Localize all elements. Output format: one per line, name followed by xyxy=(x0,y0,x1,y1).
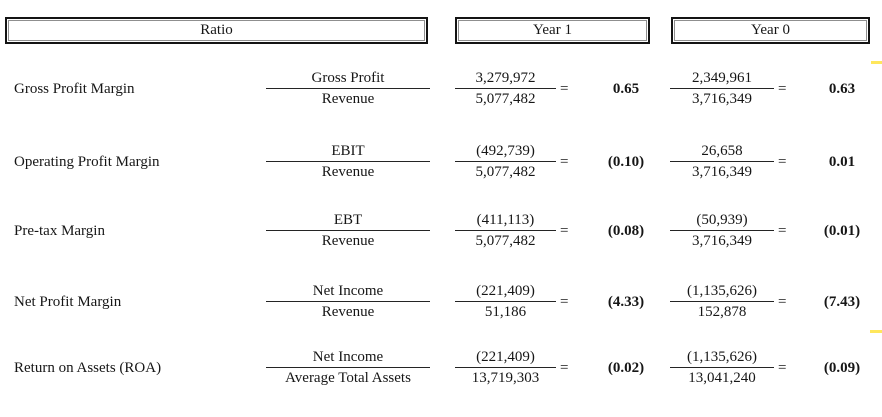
year1-denominator: 5,077,482 xyxy=(475,233,536,249)
year0-result: (0.01) xyxy=(823,223,861,239)
year1-numerator: (411,113) xyxy=(455,211,556,231)
year1-result: (0.10) xyxy=(607,154,645,170)
ratio-row: Return on Assets (ROA) Net Income Averag… xyxy=(0,348,882,388)
year0-numerator: 26,658 xyxy=(670,142,774,162)
formula-fraction: Net Income Average Total Assets xyxy=(266,348,430,387)
formula-denominator: Revenue xyxy=(321,164,375,180)
equals-sign: = xyxy=(778,223,787,239)
equals-sign: = xyxy=(560,294,569,310)
year1-header-label: Year 1 xyxy=(533,22,572,38)
year1-numerator: (221,409) xyxy=(455,282,556,302)
year1-numerator: 3,279,972 xyxy=(455,69,556,89)
year0-result: 0.01 xyxy=(828,154,856,170)
year1-fraction: (221,409) 13,719,303 xyxy=(455,348,556,387)
year0-fraction: 2,349,961 3,716,349 xyxy=(670,69,774,108)
ratio-name: Pre-tax Margin xyxy=(14,223,105,239)
formula-numerator: EBT xyxy=(266,211,430,231)
yellow-highlight-mark xyxy=(870,330,882,333)
year1-header-box: Year 1 xyxy=(455,17,650,44)
ratio-row: Pre-tax Margin EBT Revenue (411,113) 5,0… xyxy=(0,211,882,251)
yellow-highlight-mark xyxy=(871,61,882,64)
year0-denominator: 3,716,349 xyxy=(692,164,752,180)
ratio-name: Gross Profit Margin xyxy=(14,81,135,97)
equals-sign: = xyxy=(778,294,787,310)
year0-fraction: 26,658 3,716,349 xyxy=(670,142,774,181)
formula-fraction: Gross Profit Revenue xyxy=(266,69,430,108)
formula-fraction: Net Income Revenue xyxy=(266,282,430,321)
year1-result: 0.65 xyxy=(612,81,640,97)
year1-fraction: (221,409) 51,186 xyxy=(455,282,556,321)
equals-sign: = xyxy=(560,154,569,170)
equals-sign: = xyxy=(560,81,569,97)
formula-numerator: Gross Profit xyxy=(266,69,430,89)
ratio-row: Net Profit Margin Net Income Revenue (22… xyxy=(0,282,882,322)
formula-denominator: Revenue xyxy=(321,304,375,320)
formula-denominator: Average Total Assets xyxy=(285,370,411,386)
ratio-name: Operating Profit Margin xyxy=(14,154,160,170)
year1-result: (0.08) xyxy=(607,223,645,239)
formula-denominator: Revenue xyxy=(321,233,375,249)
ratio-name: Net Profit Margin xyxy=(14,294,122,310)
year1-fraction: (492,739) 5,077,482 xyxy=(455,142,556,181)
year0-denominator: 13,041,240 xyxy=(688,370,756,386)
year0-numerator: (50,939) xyxy=(670,211,774,231)
formula-numerator: Net Income xyxy=(266,282,430,302)
formula-denominator: Revenue xyxy=(321,91,375,107)
equals-sign: = xyxy=(560,360,569,376)
ratio-header-box: Ratio xyxy=(5,17,428,44)
formula-numerator: EBIT xyxy=(266,142,430,162)
ratio-row: Gross Profit Margin Gross Profit Revenue… xyxy=(0,69,882,109)
year1-numerator: (492,739) xyxy=(455,142,556,162)
formula-fraction: EBIT Revenue xyxy=(266,142,430,181)
year1-denominator: 5,077,482 xyxy=(475,91,536,107)
year0-denominator: 3,716,349 xyxy=(692,91,752,107)
year0-denominator: 3,716,349 xyxy=(692,233,752,249)
year0-header-box: Year 0 xyxy=(671,17,870,44)
year0-result: (0.09) xyxy=(823,360,861,376)
year1-result: (4.33) xyxy=(607,294,645,310)
formula-fraction: EBT Revenue xyxy=(266,211,430,250)
year0-fraction: (1,135,626) 152,878 xyxy=(670,282,774,321)
year1-denominator: 51,186 xyxy=(484,304,527,320)
ratio-row: Operating Profit Margin EBIT Revenue (49… xyxy=(0,142,882,182)
equals-sign: = xyxy=(778,360,787,376)
equals-sign: = xyxy=(778,154,787,170)
year0-numerator: 2,349,961 xyxy=(670,69,774,89)
ratio-name: Return on Assets (ROA) xyxy=(14,360,162,376)
equals-sign: = xyxy=(778,81,787,97)
year0-numerator: (1,135,626) xyxy=(670,348,774,368)
equals-sign: = xyxy=(560,223,569,239)
year0-header-label: Year 0 xyxy=(751,22,790,38)
ratio-header-label: Ratio xyxy=(200,22,233,38)
year0-result: (7.43) xyxy=(823,294,861,310)
year0-numerator: (1,135,626) xyxy=(670,282,774,302)
year0-denominator: 152,878 xyxy=(697,304,747,320)
formula-numerator: Net Income xyxy=(266,348,430,368)
year1-fraction: 3,279,972 5,077,482 xyxy=(455,69,556,108)
year0-result: 0.63 xyxy=(828,81,856,97)
year1-denominator: 13,719,303 xyxy=(471,370,540,386)
year0-fraction: (50,939) 3,716,349 xyxy=(670,211,774,250)
year1-denominator: 5,077,482 xyxy=(475,164,536,180)
year1-numerator: (221,409) xyxy=(455,348,556,368)
year0-fraction: (1,135,626) 13,041,240 xyxy=(670,348,774,387)
year1-fraction: (411,113) 5,077,482 xyxy=(455,211,556,250)
year1-result: (0.02) xyxy=(607,360,645,376)
